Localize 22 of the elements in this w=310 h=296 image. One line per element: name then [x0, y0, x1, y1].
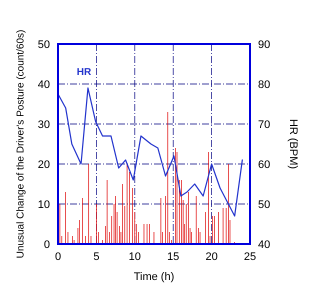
x-tick-label: 0	[54, 250, 62, 263]
x-tick-label: 25	[244, 250, 256, 263]
x-tick-label: 15	[167, 250, 180, 263]
y2-tick-label: 90	[258, 38, 270, 51]
y-tick-label: 0	[44, 238, 50, 251]
y-tick-label: 40	[38, 78, 50, 91]
y2-tick-label: 70	[258, 118, 270, 131]
y-axis-title: Unusual Change of the Driver's Posture (count/60s)	[16, 30, 27, 258]
y2-axis-title: HR (BPM)	[287, 118, 300, 170]
x-tick-label: 5	[93, 250, 100, 263]
x-tick-label: 10	[128, 250, 141, 263]
y2-tick-label: 80	[258, 78, 270, 91]
x-axis-title: Time (h)	[134, 271, 174, 283]
x-tick-label: 20	[205, 250, 218, 263]
series-label: HR	[76, 67, 92, 78]
y2-tick-label: 50	[258, 198, 270, 211]
y-tick-label: 30	[38, 118, 50, 131]
y-tick-label: 20	[38, 158, 50, 171]
y2-tick-label: 40	[258, 238, 270, 251]
y2-tick-label: 60	[258, 158, 270, 171]
y-tick-label: 10	[38, 198, 50, 211]
y-tick-label: 50	[38, 38, 50, 51]
